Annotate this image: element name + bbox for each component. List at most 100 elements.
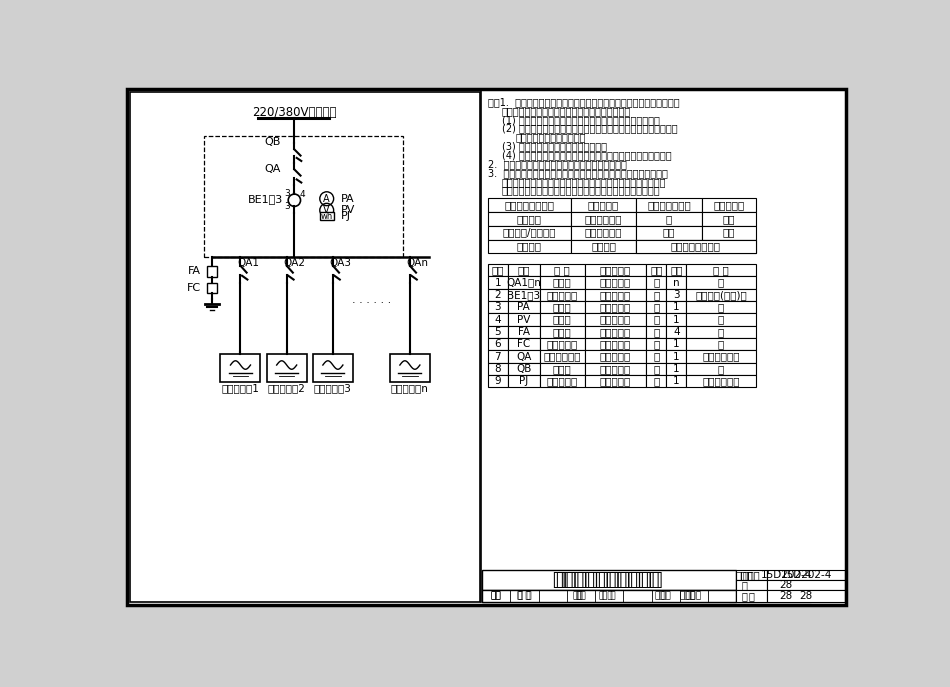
Text: 设置: 设置 xyxy=(663,227,675,238)
Text: 型号及规格: 型号及规格 xyxy=(599,265,631,275)
Text: 王 峰: 王 峰 xyxy=(602,592,617,600)
Text: BE1～3: BE1～3 xyxy=(507,290,541,300)
Text: －: － xyxy=(666,214,672,224)
Text: 单位: 单位 xyxy=(650,265,662,275)
Text: 2: 2 xyxy=(494,290,501,300)
Bar xyxy=(507,289,540,301)
Text: －: － xyxy=(718,339,724,349)
Bar xyxy=(646,363,666,375)
Bar xyxy=(584,301,646,313)
Bar xyxy=(313,354,352,382)
Text: n: n xyxy=(673,278,679,288)
Bar xyxy=(487,264,507,276)
Text: 5: 5 xyxy=(494,327,501,337)
Bar xyxy=(646,326,666,338)
Text: 刘 提: 刘 提 xyxy=(517,592,530,600)
Text: 并网逆变器n: 并网逆变器n xyxy=(391,383,428,393)
Text: 15D202-4: 15D202-4 xyxy=(760,570,811,580)
Bar xyxy=(636,240,755,254)
Bar xyxy=(702,225,755,240)
Text: 并网逆变器1: 并网逆变器1 xyxy=(221,383,259,393)
Bar xyxy=(204,135,403,257)
Bar xyxy=(686,375,755,387)
Text: 刘 提: 刘 提 xyxy=(518,592,531,600)
Text: 设计: 设计 xyxy=(655,592,666,600)
Text: 3: 3 xyxy=(673,290,679,300)
Text: 电流表: 电流表 xyxy=(553,302,572,313)
Bar xyxy=(686,350,755,363)
Text: 符号: 符号 xyxy=(518,265,530,275)
Bar xyxy=(584,326,646,338)
Bar xyxy=(636,225,702,240)
Text: 2.  带隔离功能断路器可代替隔离器加断路器组合。: 2. 带隔离功能断路器可代替隔离器加断路器组合。 xyxy=(487,159,626,169)
Text: 3.  光伏系统电能表按照计量用途分为两类：关口计量电能表，用于: 3. 光伏系统电能表按照计量用途分为两类：关口计量电能表，用于 xyxy=(487,168,668,178)
Text: 序号: 序号 xyxy=(491,265,504,275)
Text: 个: 个 xyxy=(654,352,659,361)
Bar xyxy=(666,338,686,350)
Text: 周华江: 周华江 xyxy=(679,592,695,600)
Text: (2) 应具备过电流保护功能，具备反映故障及运行状态的辅助接点: (2) 应具备过电流保护功能，具备反映故障及运行状态的辅助接点 xyxy=(502,124,677,134)
Bar xyxy=(540,313,584,326)
Text: 关口计量电能表: 关口计量电能表 xyxy=(647,200,691,210)
Text: 页: 页 xyxy=(742,591,748,601)
Bar xyxy=(666,313,686,326)
Text: 由设计确定: 由设计确定 xyxy=(599,302,631,313)
Bar xyxy=(702,198,755,212)
Text: PV: PV xyxy=(517,315,530,324)
Bar xyxy=(207,267,217,278)
Text: 1: 1 xyxy=(673,352,679,361)
Bar xyxy=(666,326,686,338)
Text: 交流并网柜电气原理图: 交流并网柜电气原理图 xyxy=(556,571,663,589)
Bar xyxy=(768,580,845,590)
Text: 交流并网柜电气原理图: 交流并网柜电气原理图 xyxy=(552,571,659,589)
Text: 王 峰: 王 峰 xyxy=(598,592,612,600)
Bar xyxy=(483,590,736,602)
Bar xyxy=(507,326,540,338)
Text: QA1～n: QA1～n xyxy=(506,278,542,288)
Text: 周华江: 周华江 xyxy=(686,592,702,600)
Bar xyxy=(487,301,507,313)
Text: QB: QB xyxy=(264,137,280,147)
Bar xyxy=(729,570,761,580)
Text: 计和电价补偿。计量装置由供电部门安装，设置要求如下表：: 计和电价补偿。计量装置由供电部门安装，设置要求如下表： xyxy=(502,185,660,196)
Text: 电涌保护器: 电涌保护器 xyxy=(546,339,578,349)
Bar xyxy=(540,276,584,289)
Bar xyxy=(540,338,584,350)
Bar xyxy=(646,276,666,289)
Text: 4: 4 xyxy=(494,315,501,324)
Text: 名 称: 名 称 xyxy=(555,265,570,275)
Text: QA: QA xyxy=(516,352,531,361)
Text: (4) 根据并网电流的大小可选择微型、塑壳或者框架式断路器。: (4) 根据并网电流的大小可选择微型、塑壳或者框架式断路器。 xyxy=(502,150,671,160)
Bar xyxy=(584,289,646,301)
Bar xyxy=(584,363,646,375)
Bar xyxy=(686,264,755,276)
Bar xyxy=(483,570,736,590)
Bar xyxy=(390,354,430,382)
Bar xyxy=(483,568,845,602)
Text: 个: 个 xyxy=(654,327,659,337)
Bar xyxy=(584,264,646,276)
Text: 3: 3 xyxy=(494,302,501,313)
Text: 审核: 审核 xyxy=(490,592,502,600)
Text: 及同时切断中性线的功能；: 及同时切断中性线的功能； xyxy=(515,133,586,142)
Text: 由设计确定: 由设计确定 xyxy=(599,327,631,337)
Text: 个: 个 xyxy=(654,364,659,374)
Bar xyxy=(584,313,646,326)
Bar xyxy=(686,313,755,326)
Text: QA2: QA2 xyxy=(284,258,306,269)
Text: 电流互感器: 电流互感器 xyxy=(546,290,578,300)
Bar xyxy=(483,590,845,602)
Text: 校对: 校对 xyxy=(573,592,583,600)
Text: PA: PA xyxy=(518,302,530,313)
Bar xyxy=(207,282,217,293)
Text: PJ: PJ xyxy=(341,212,351,221)
Bar xyxy=(487,198,571,212)
Text: PA: PA xyxy=(341,194,354,204)
Bar xyxy=(584,350,646,363)
Text: 并网电能表: 并网电能表 xyxy=(546,376,578,386)
Text: 注：1.  分布式光伏发电系统的并网点应安装具有隔离、保护功能的并网: 注：1. 分布式光伏发电系统的并网点应安装具有隔离、保护功能的并网 xyxy=(487,97,679,107)
Bar xyxy=(636,198,702,212)
Text: －: － xyxy=(718,364,724,374)
Bar xyxy=(571,225,636,240)
Text: 1: 1 xyxy=(494,278,501,288)
